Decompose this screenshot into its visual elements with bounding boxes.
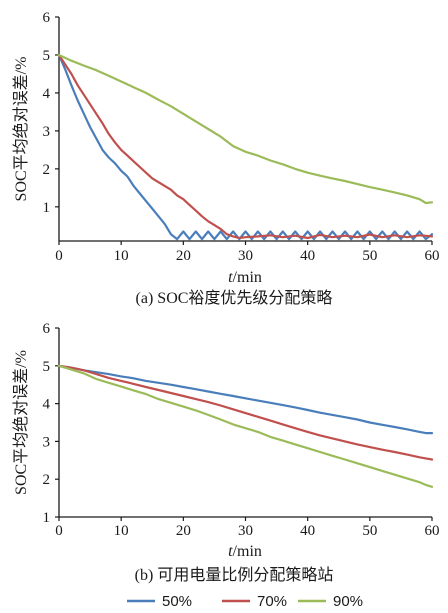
- x-tick-label: 60: [425, 248, 440, 264]
- x-tick-label: 0: [55, 248, 63, 264]
- y-tick-label: 2: [43, 472, 51, 488]
- x-tick-label: 40: [300, 523, 315, 539]
- y-axis-label: SOC平均绝对误差/%: [12, 57, 30, 202]
- series-line-50pct: [57, 53, 434, 241]
- series-line-90pct: [57, 53, 434, 205]
- chart-caption: (b) 可用电量比例分配策略站: [135, 566, 334, 584]
- x-tick-label: 50: [362, 523, 377, 539]
- x-tick-label: 50: [362, 248, 377, 264]
- legend-label: 50%: [162, 593, 192, 610]
- x-tick-label: 60: [425, 523, 440, 539]
- x-tick-label: 20: [176, 523, 191, 539]
- x-tick-label: 30: [238, 523, 253, 539]
- y-axis-label: SOC平均绝对误差/%: [12, 350, 30, 495]
- chart-a: 0 10 20 30 40 50 60 1 2 3 4 5 6 t/min SOC平均绝对误差/% (a) S…: [12, 10, 440, 307]
- x-tick-label: 10: [114, 248, 129, 264]
- y-tick-label: 3: [43, 434, 51, 450]
- x-tick-label: 30: [238, 248, 253, 264]
- x-tick-label: 10: [114, 523, 129, 539]
- y-tick-label: 3: [43, 124, 51, 140]
- series-line-70pct: [57, 364, 434, 461]
- x-tick-label: 20: [176, 248, 191, 264]
- x-axis-label: t/min: [228, 269, 262, 286]
- y-tick-label: 2: [43, 162, 51, 178]
- y-tick-label: 1: [43, 200, 51, 216]
- series-line-50pct: [57, 364, 434, 435]
- x-tick-label: 0: [55, 523, 63, 539]
- legend-label: 90%: [333, 593, 363, 610]
- legend: 50% 70% 90%: [127, 593, 363, 610]
- y-tick-label: 4: [43, 86, 51, 102]
- chart-b: 0 10 20 30 40 50 60 1 2 3 4 5 6 t/min SOC平均绝对误差/% (b) 可…: [12, 321, 440, 584]
- series-line-90pct: [57, 364, 434, 488]
- legend-label: 70%: [257, 593, 287, 610]
- y-tick-label: 5: [43, 48, 51, 64]
- y-tick-label: 5: [43, 359, 51, 375]
- chart-caption: (a) SOC裕度优先级分配策略: [136, 289, 333, 307]
- x-tick-label: 40: [300, 248, 315, 264]
- y-tick-label: 1: [43, 510, 51, 526]
- y-tick-label: 4: [43, 397, 51, 413]
- y-tick-label: 6: [43, 10, 51, 26]
- y-tick-label: 6: [43, 321, 51, 337]
- series-line-70pct: [57, 53, 434, 240]
- x-axis-label: t/min: [228, 543, 262, 560]
